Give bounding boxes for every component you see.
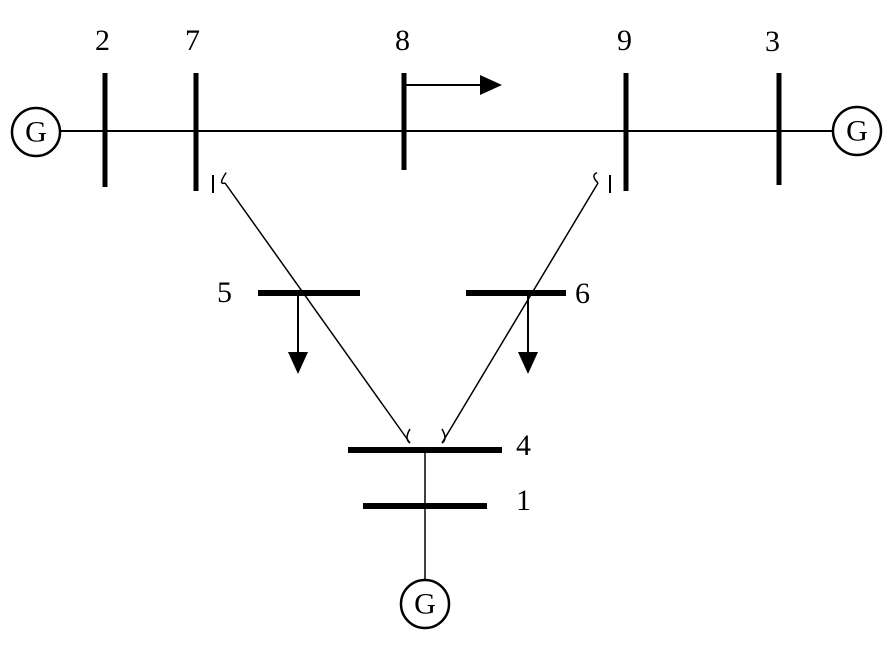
canvas-background — [0, 0, 894, 655]
bus-4-label: 4 — [516, 429, 531, 462]
bus-6-label: 6 — [575, 277, 590, 310]
bus-7-label: 7 — [185, 24, 200, 57]
bus-8-label: 8 — [395, 24, 410, 57]
bus-9-label: 9 — [617, 24, 632, 57]
bus-5-label: 5 — [217, 276, 232, 309]
generator-G2-label: G — [25, 116, 47, 149]
bus-2-label: 2 — [95, 24, 110, 57]
generator-G1-label: G — [414, 588, 436, 621]
bus-1-label: 1 — [516, 484, 531, 517]
generator-G3-label: G — [846, 115, 868, 148]
bus-3-label: 3 — [765, 25, 780, 58]
